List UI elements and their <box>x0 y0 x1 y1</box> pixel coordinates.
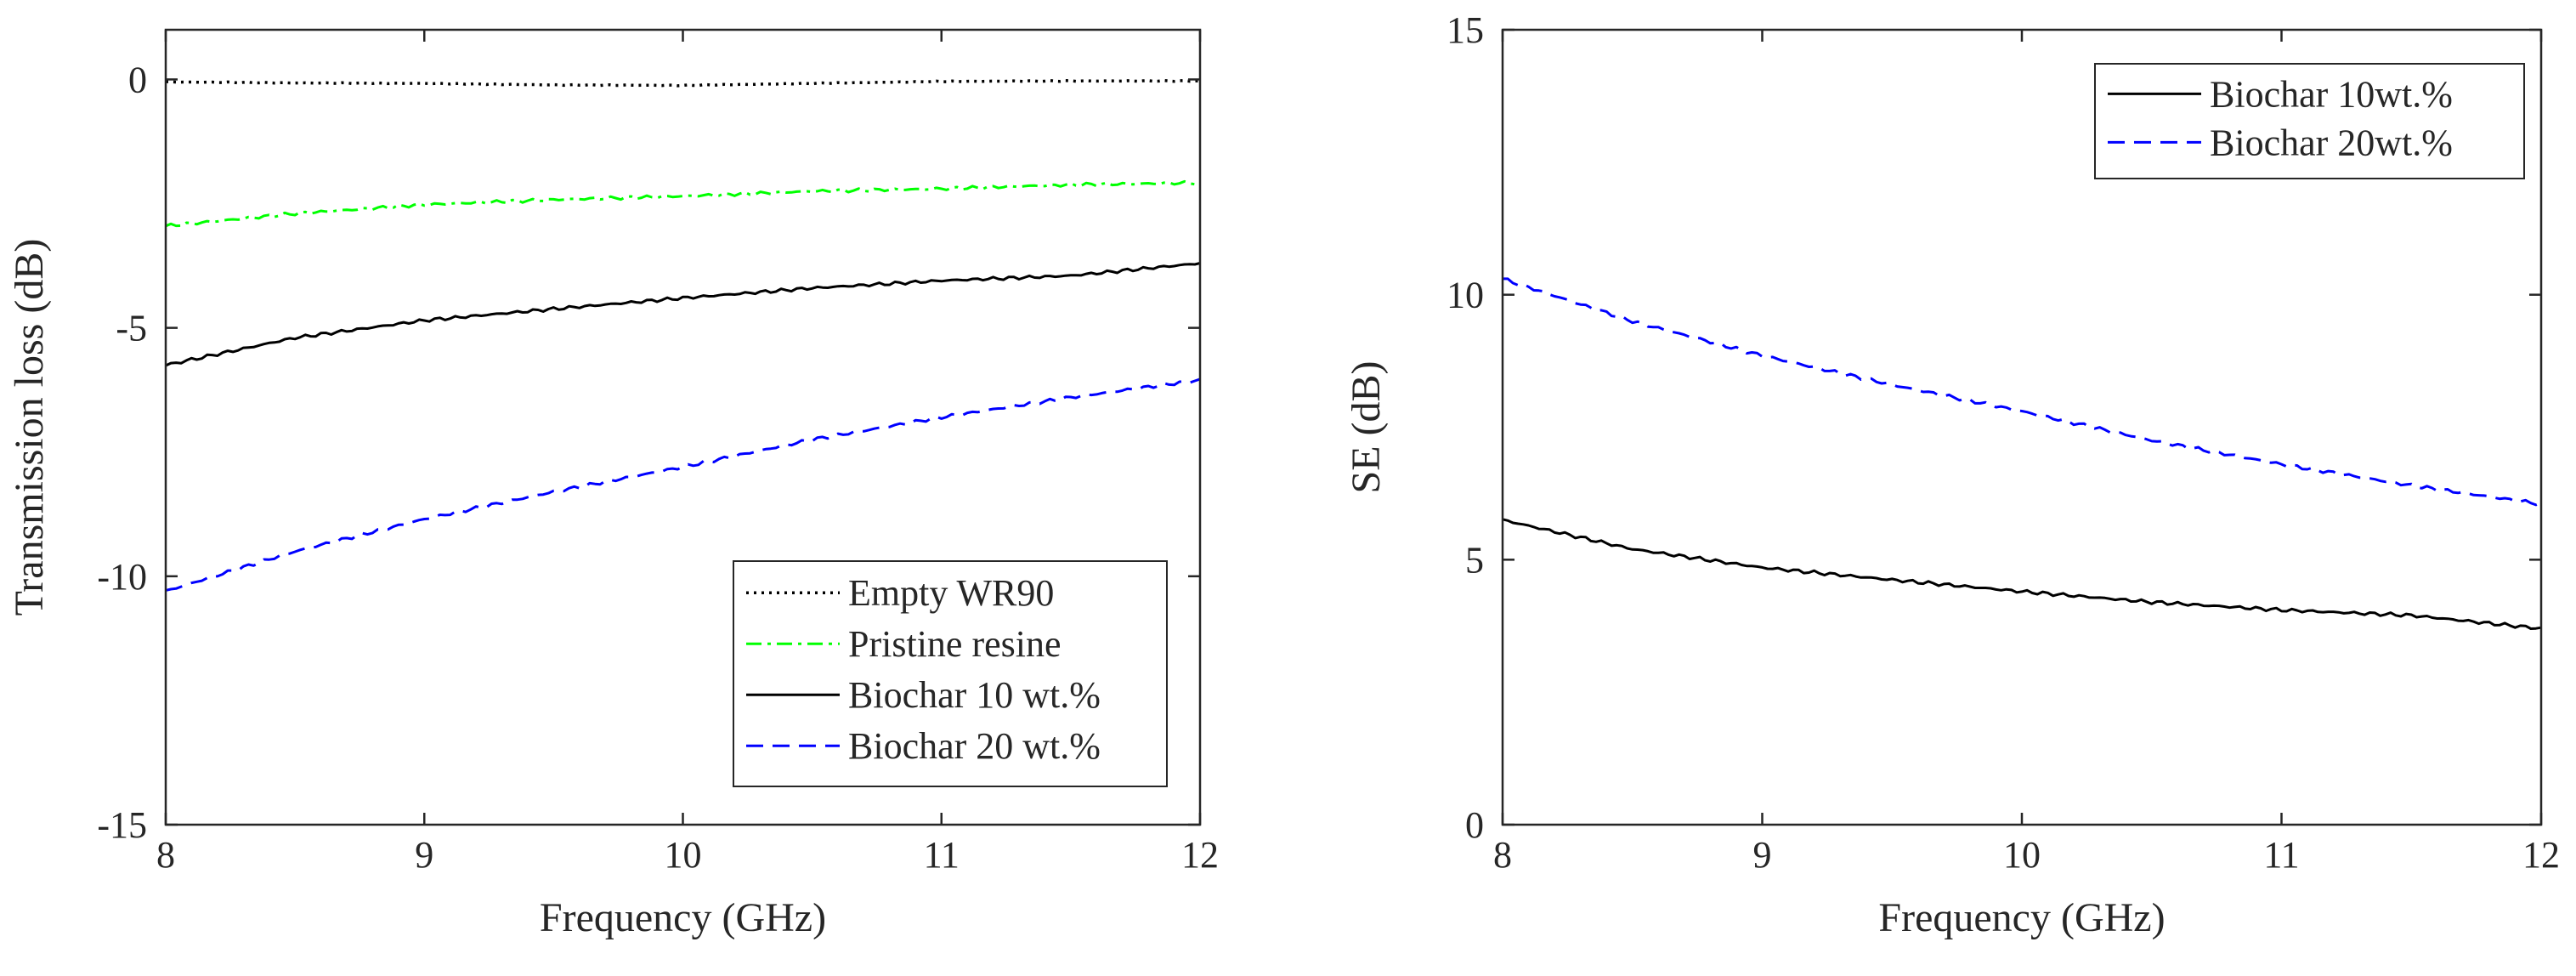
x-tick-label: 12 <box>1181 834 1219 876</box>
x-tick-label: 11 <box>924 834 960 876</box>
x-tick-label: 8 <box>1493 834 1512 876</box>
y-tick-label: 0 <box>128 59 147 100</box>
y-tick-label: 5 <box>1465 539 1484 581</box>
x-tick-label: 9 <box>1753 834 1772 876</box>
series-line <box>1502 518 2542 630</box>
x-tick-label: 10 <box>2003 834 2041 876</box>
transmission-loss-chart: 8 9 10 11 12 -15 -10 -5 0 Frequency (GHz) Transmis… <box>7 28 1219 940</box>
x-axis-label: Frequency (GHz) <box>1878 895 2165 940</box>
x-tick-label: 11 <box>2263 834 2299 876</box>
x-tick-label: 8 <box>156 834 175 876</box>
y-tick-label: 15 <box>1447 9 1484 51</box>
y-tick-label: -5 <box>116 308 147 349</box>
series-line <box>1503 277 2542 507</box>
y-tick-label: 0 <box>1465 804 1484 846</box>
legend-label: Empty WR90 <box>848 572 1054 614</box>
y-tick-label: -15 <box>97 804 147 846</box>
series-line <box>165 262 1201 367</box>
series-line <box>165 78 1201 88</box>
legend-label: Biochar 20 wt.% <box>848 725 1101 767</box>
x-tick-label: 12 <box>2522 834 2560 876</box>
legend-label: Biochar 10wt.% <box>2210 73 2453 115</box>
y-tick-label: -10 <box>97 556 147 598</box>
shielding-effectiveness-chart: 8 9 10 11 12 0 5 10 15 Frequency (GHz) SE (dB) Bioc… <box>1344 9 2560 940</box>
y-axis-label: SE (dB) <box>1344 361 1389 494</box>
y-tick-label: 10 <box>1447 275 1484 316</box>
x-axis-label: Frequency (GHz) <box>540 895 826 940</box>
y-axis-label: Transmission loss (dB) <box>7 239 52 616</box>
series-line <box>165 179 1201 228</box>
series-line <box>165 377 1201 592</box>
legend-label: Biochar 20wt.% <box>2210 122 2453 163</box>
legend-label: Biochar 10 wt.% <box>848 674 1101 716</box>
x-tick-label: 9 <box>415 834 433 876</box>
legend-box <box>2094 63 2525 179</box>
legend-box <box>733 560 1168 787</box>
x-tick-label: 10 <box>665 834 702 876</box>
legend-label: Pristine resine <box>848 623 1062 665</box>
